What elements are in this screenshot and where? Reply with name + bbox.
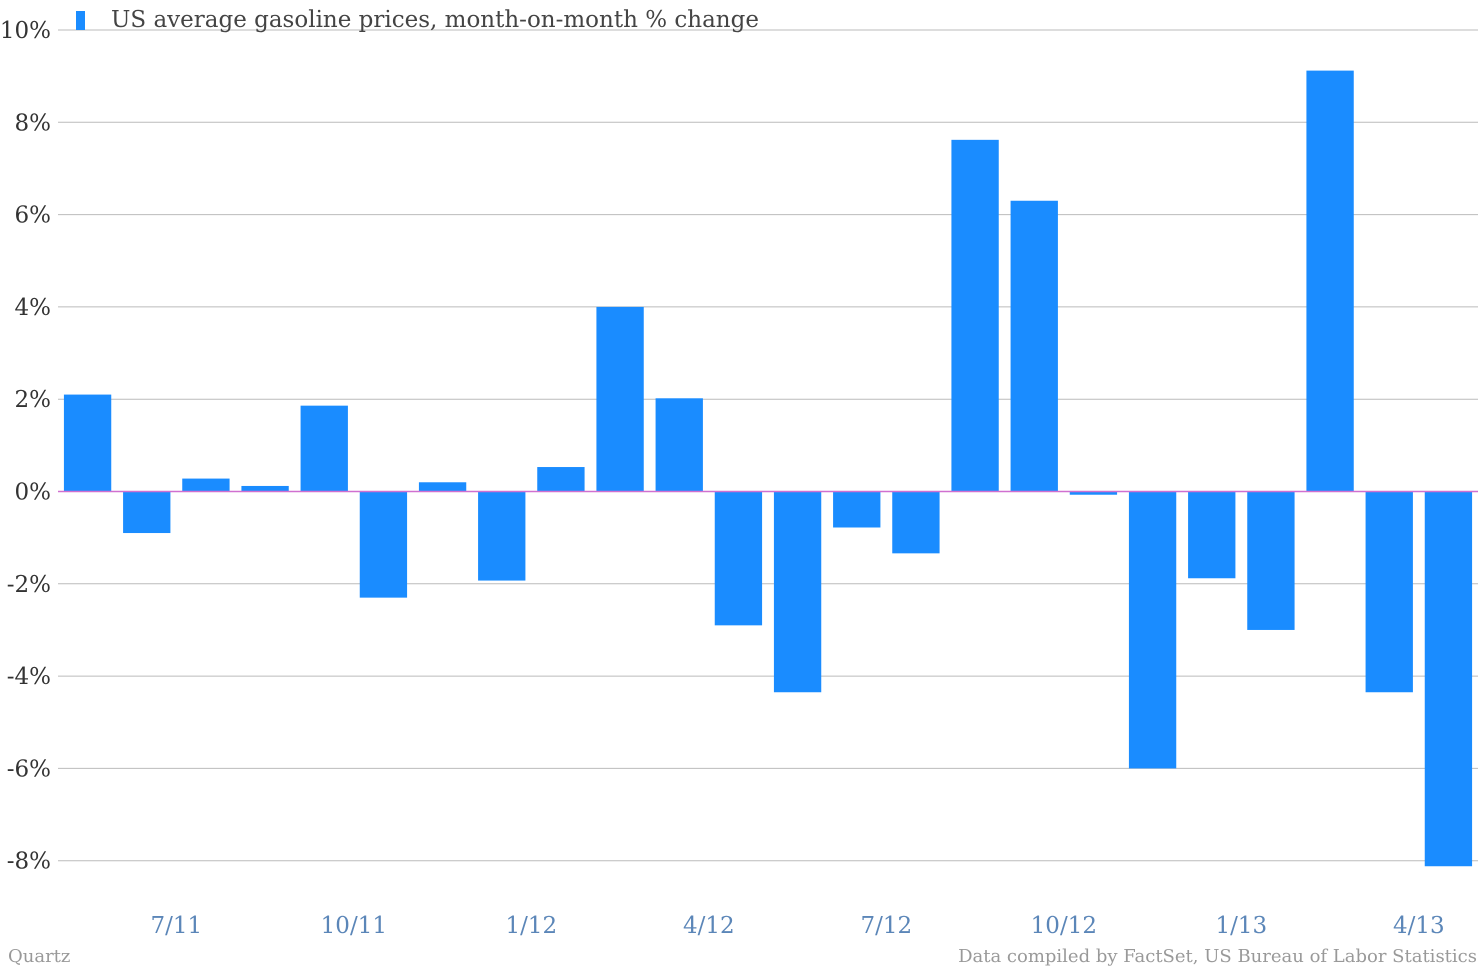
y-tick-label: 0% bbox=[15, 480, 52, 506]
bar bbox=[655, 398, 703, 492]
y-tick-label: 6% bbox=[15, 203, 52, 229]
bar bbox=[537, 467, 585, 492]
bar bbox=[892, 491, 940, 554]
bar bbox=[951, 139, 999, 492]
x-tick-label: 4/12 bbox=[683, 913, 735, 939]
bar bbox=[833, 491, 881, 528]
bar bbox=[1069, 491, 1118, 495]
legend-swatch bbox=[76, 10, 85, 30]
bar bbox=[773, 491, 822, 693]
bar bbox=[1306, 70, 1354, 492]
x-tick-label: 7/12 bbox=[861, 913, 913, 939]
bar bbox=[418, 482, 467, 492]
bar bbox=[478, 491, 526, 581]
bar bbox=[359, 491, 408, 598]
y-tick-label: 2% bbox=[15, 387, 52, 413]
bar bbox=[596, 306, 644, 492]
bar bbox=[1247, 491, 1295, 630]
y-tick-label: 4% bbox=[15, 295, 52, 321]
x-tick-label: 4/13 bbox=[1393, 913, 1445, 939]
x-tick-label: 10/12 bbox=[1031, 913, 1097, 939]
x-axis-ticks: 7/11 10/11 1/12 4/12 7/12 10/12 1/13 4/13 bbox=[151, 913, 1445, 939]
gridlines bbox=[58, 29, 1478, 862]
y-tick-label: -4% bbox=[7, 664, 51, 690]
bar bbox=[123, 491, 171, 534]
y-tick-label: 8% bbox=[15, 110, 52, 136]
bar bbox=[1010, 200, 1058, 492]
x-tick-label: 7/11 bbox=[151, 913, 203, 939]
bar bbox=[1128, 491, 1177, 769]
bar bbox=[63, 394, 112, 492]
bar bbox=[714, 491, 763, 626]
bars bbox=[63, 70, 1473, 867]
bar bbox=[1188, 491, 1236, 579]
legend-label: US average gasoline prices, month-on-mon… bbox=[111, 7, 759, 33]
footer-credit: Quartz bbox=[8, 946, 71, 967]
y-axis-ticks: -8% -6% -4% -2% 0% 2% 4% 6% 8% 10% bbox=[0, 18, 51, 875]
y-tick-label: -8% bbox=[7, 849, 51, 875]
x-tick-label: 1/12 bbox=[506, 913, 558, 939]
bar bbox=[241, 485, 289, 492]
y-tick-label: 10% bbox=[0, 18, 51, 44]
footer-source: Data compiled by FactSet, US Bureau of L… bbox=[958, 946, 1477, 967]
bar bbox=[182, 478, 230, 492]
x-tick-label: 1/13 bbox=[1216, 913, 1268, 939]
x-tick-label: 10/11 bbox=[321, 913, 387, 939]
y-tick-label: -2% bbox=[7, 572, 51, 598]
bar bbox=[1424, 491, 1473, 867]
bar bbox=[300, 405, 348, 492]
legend: US average gasoline prices, month-on-mon… bbox=[76, 6, 759, 34]
bar bbox=[1365, 491, 1413, 693]
y-tick-label: -6% bbox=[7, 756, 51, 782]
